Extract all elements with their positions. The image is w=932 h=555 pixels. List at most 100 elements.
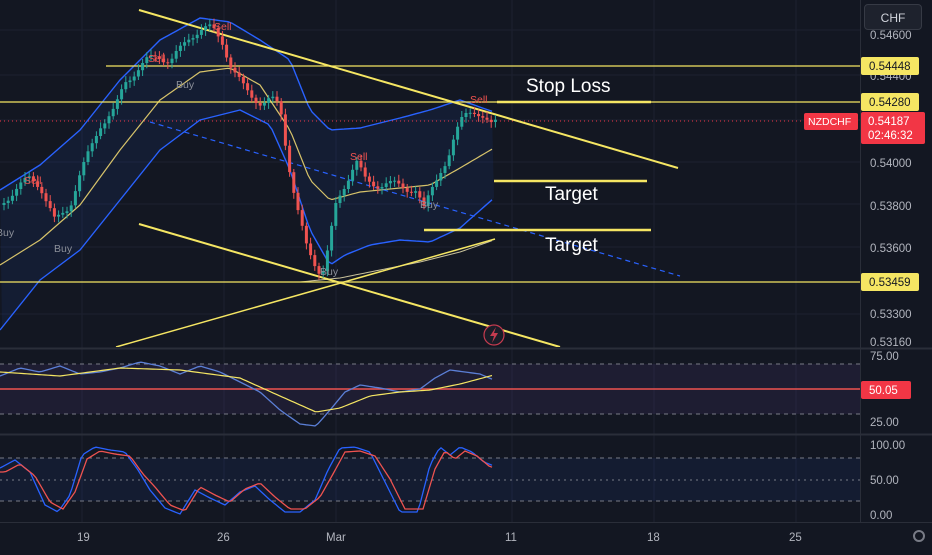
time-axis-label: 25	[789, 532, 802, 544]
candle-body	[241, 76, 245, 84]
stoch-band-fill	[0, 458, 860, 501]
candle-body	[107, 116, 111, 124]
candle-body	[187, 39, 191, 43]
candle-body	[31, 176, 35, 182]
candle-body	[61, 212, 65, 215]
upper-channel-trendline	[138, 9, 679, 169]
signal-labels: Sell Sell Sell Sell Sell Buy Buy Buy Buy…	[0, 21, 488, 278]
candle-body	[99, 128, 103, 136]
signal-sell: Sell	[470, 94, 488, 106]
symbol-tag	[804, 113, 858, 130]
rsi-axis: 75.00 25.00 50.05	[861, 351, 911, 429]
candle-body	[145, 57, 149, 63]
candle-body	[447, 155, 451, 167]
time-axis-label: 19	[77, 532, 90, 544]
candle-body	[128, 80, 132, 83]
signal-buy: Buy	[176, 79, 195, 91]
stochastic-pane[interactable]	[0, 446, 860, 515]
time-axis[interactable]: 19 26 Mar 11 18 25	[77, 532, 802, 544]
candle-body	[6, 200, 10, 203]
candle-body	[153, 55, 157, 57]
price-axis[interactable]: 0.54600 0.54400 0.54000 0.53800 0.53600 …	[804, 30, 925, 349]
candle-body	[120, 89, 124, 100]
level-tag-label: 0.53459	[869, 277, 911, 289]
signal-sell: Sell	[214, 21, 232, 33]
candle-body	[313, 255, 317, 267]
candle-body	[170, 58, 174, 64]
candlesticks	[2, 18, 497, 280]
candle-body	[279, 101, 283, 115]
candle-body	[468, 112, 472, 114]
rsi-value-label: 50.05	[869, 385, 898, 397]
price-axis-label: 0.53800	[870, 201, 912, 213]
candle-body	[384, 183, 388, 187]
candle-body	[157, 56, 161, 59]
candle-body	[82, 162, 86, 176]
candle-body	[19, 182, 23, 189]
candle-body	[115, 99, 119, 109]
signal-sell: Sell	[24, 175, 42, 187]
candle-body	[477, 114, 481, 117]
candle-body	[111, 108, 115, 117]
candle-body	[183, 42, 187, 46]
candle-body	[237, 72, 241, 77]
candle-body	[292, 172, 296, 193]
candle-body	[48, 201, 52, 209]
candle-body	[225, 44, 229, 58]
candle-body	[376, 186, 380, 189]
candle-body	[334, 203, 338, 226]
candle-body	[220, 36, 224, 45]
candle-body	[27, 176, 31, 178]
candle-body	[317, 266, 321, 274]
candle-body	[451, 139, 455, 156]
rsi-value-tag	[861, 381, 911, 399]
candle-body	[216, 28, 220, 37]
candle-body	[73, 191, 77, 206]
candle-body	[40, 186, 44, 194]
candle-body	[262, 102, 266, 106]
candle-body	[2, 203, 6, 205]
candle-body	[439, 173, 443, 181]
candle-body	[309, 243, 313, 256]
candle-body	[443, 166, 447, 173]
candle-body	[321, 271, 325, 274]
level-tag-0.53459	[861, 273, 919, 291]
candle-body	[124, 82, 128, 90]
candle-body	[86, 151, 90, 162]
candle-body	[409, 191, 413, 193]
symbol-tag-label: NZDCHF	[808, 116, 851, 128]
bollinger-middle-band	[0, 67, 493, 266]
time-axis-label: 26	[217, 532, 230, 544]
candle-body	[275, 96, 279, 102]
candle-body	[199, 30, 203, 35]
countdown-label: 02:46:32	[868, 130, 913, 142]
candle-body	[363, 167, 367, 177]
rsi-pane[interactable]	[0, 361, 860, 427]
currency-button[interactable]: CHF	[864, 4, 922, 30]
candle-body	[493, 119, 497, 122]
candle-body	[162, 58, 166, 63]
candle-body	[57, 214, 61, 217]
candle-body	[271, 96, 275, 99]
candle-body	[149, 55, 153, 58]
candle-body	[304, 225, 308, 244]
price-axis-label: 0.53160	[870, 337, 912, 349]
candle-body	[460, 117, 464, 127]
candle-body	[44, 193, 48, 202]
signal-sell: Sell	[350, 151, 368, 163]
candle-body	[36, 181, 40, 187]
rsi-moving-average	[0, 367, 493, 413]
lightning-icon[interactable]	[483, 324, 505, 346]
price-axis-label: 0.54600	[870, 30, 912, 42]
time-axis-label: Mar	[326, 532, 346, 544]
candle-body	[233, 67, 237, 73]
candle-body	[267, 98, 271, 103]
candle-body	[23, 178, 27, 183]
settings-gear-icon[interactable]	[913, 530, 925, 542]
price-axis-label: 0.54000	[870, 158, 912, 170]
candle-body	[342, 189, 346, 196]
stoch-axis-label: 0.00	[870, 510, 892, 522]
candle-body	[422, 197, 426, 207]
